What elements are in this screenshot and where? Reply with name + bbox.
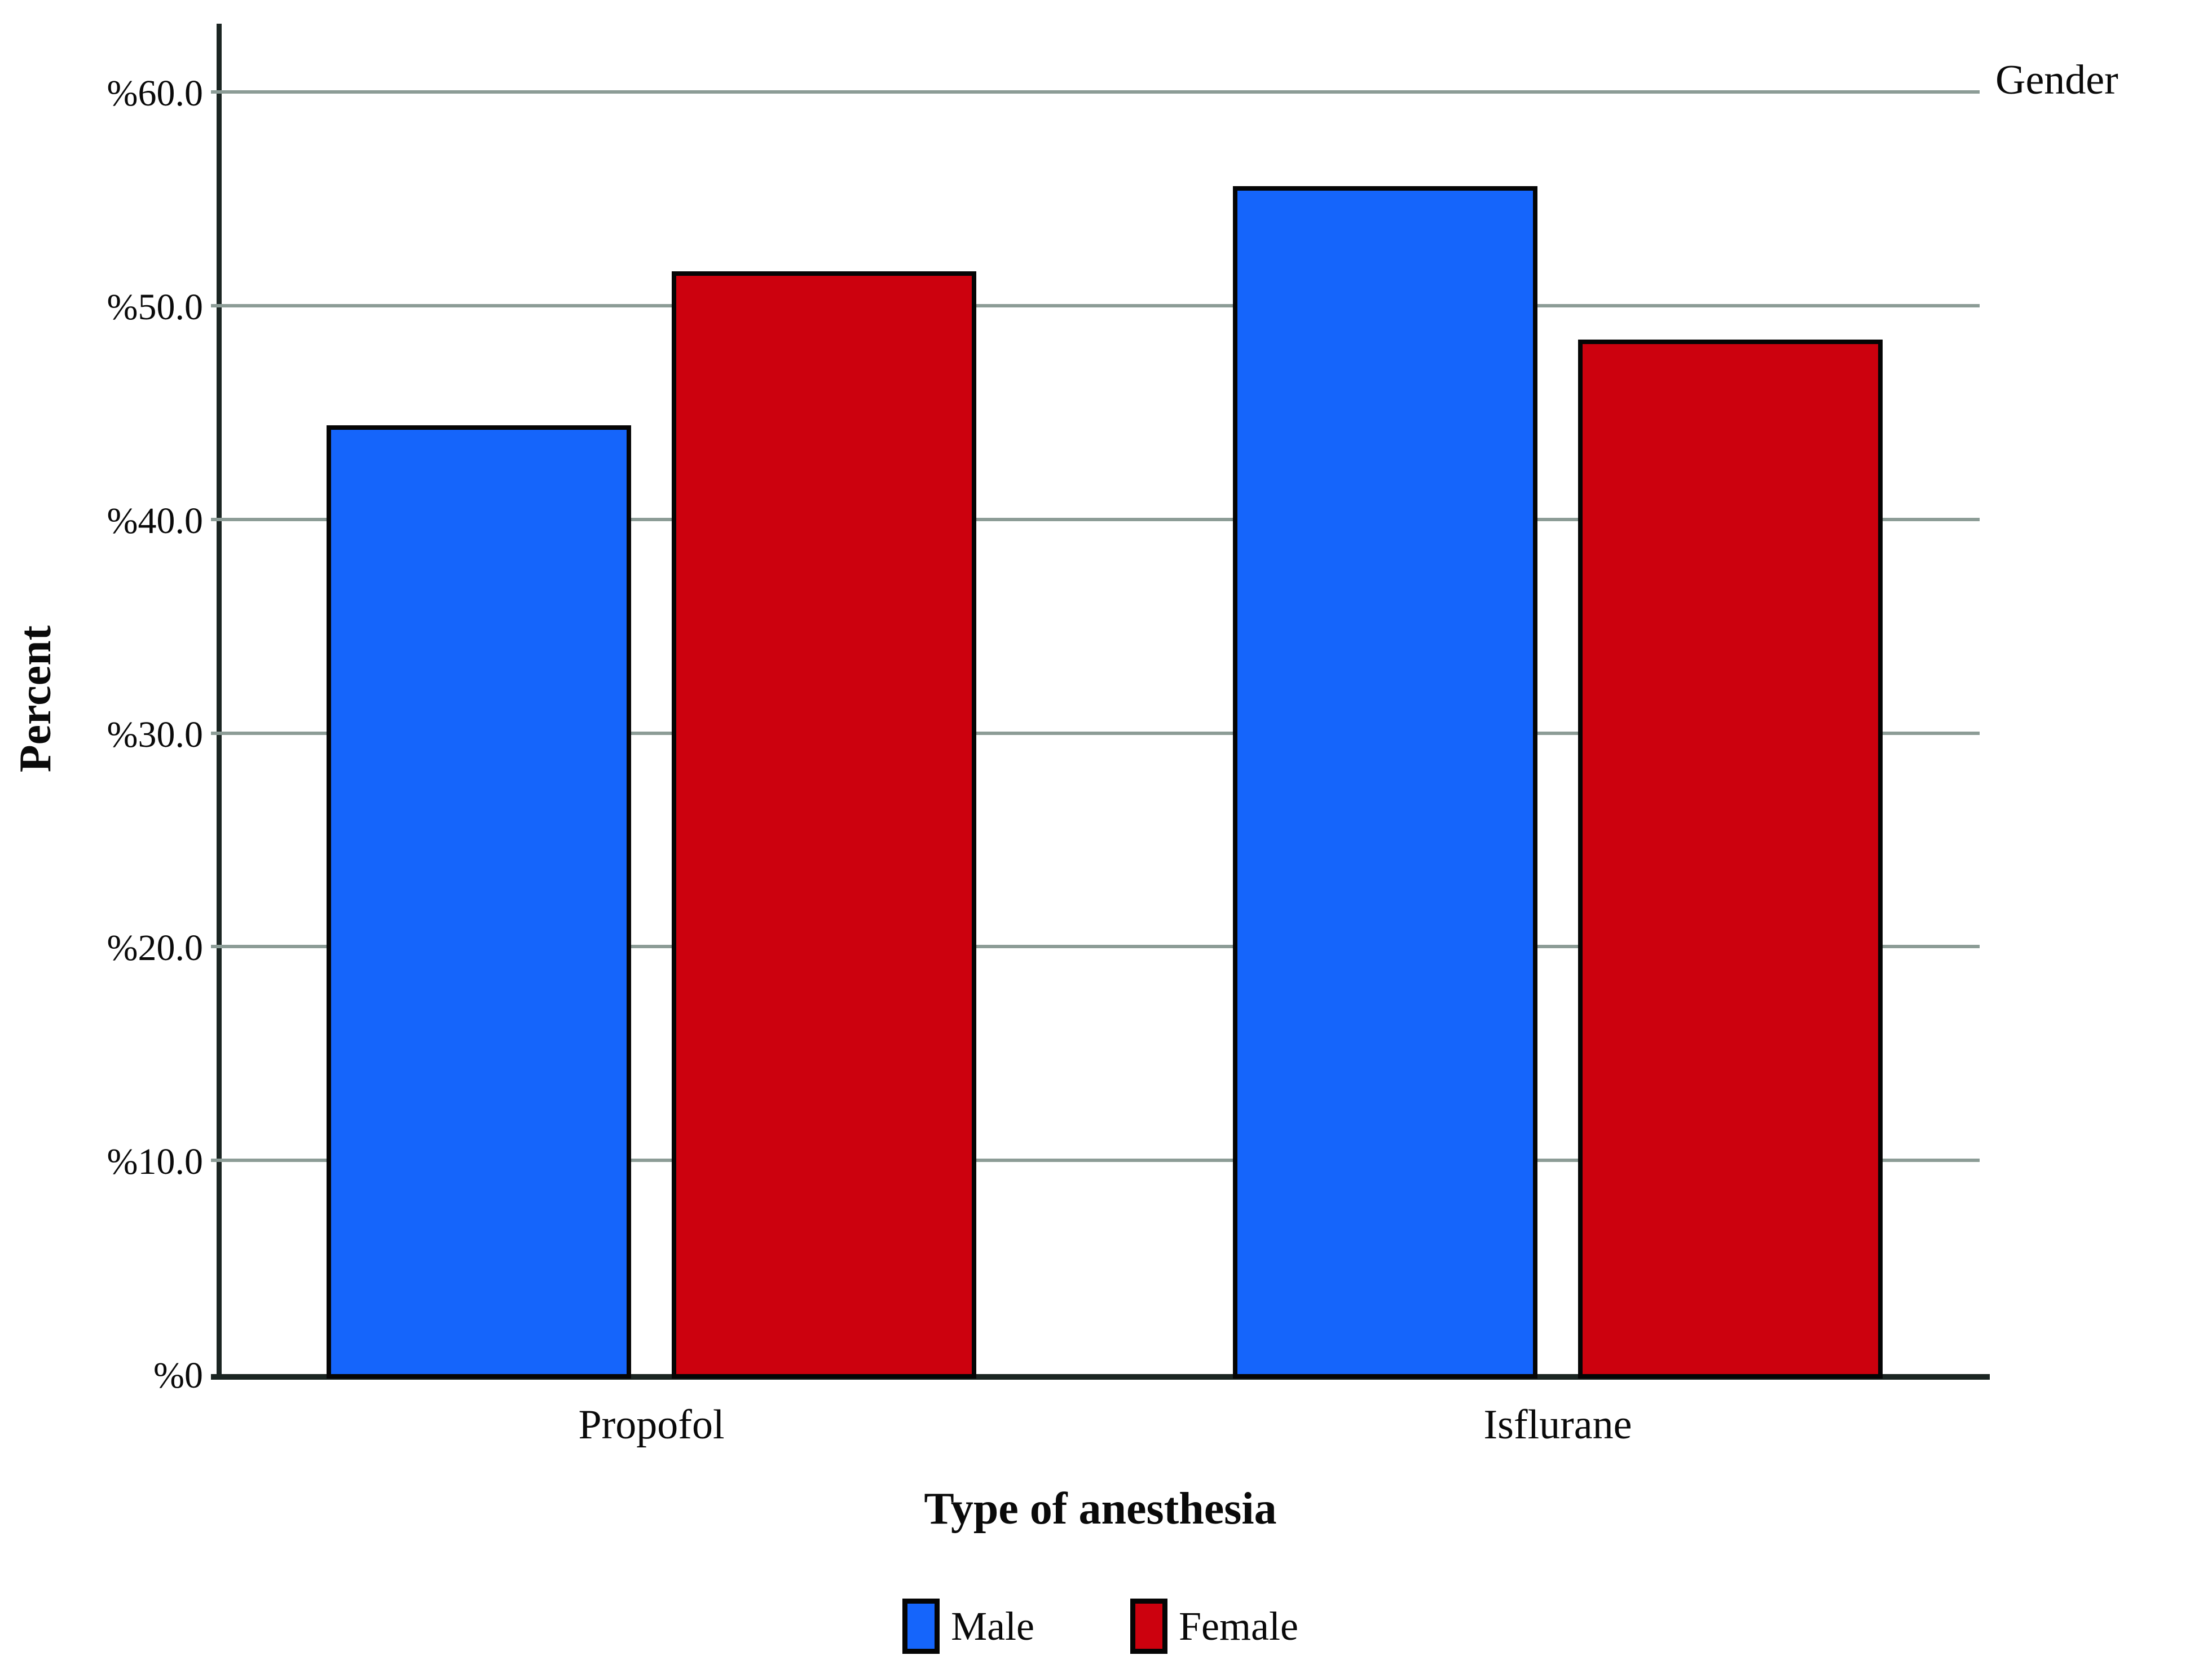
legend-label-male: Male [951,1604,1034,1649]
legend-swatch-female [1130,1599,1167,1654]
legend-title: Gender [1995,57,2118,103]
y-tick-label-20: %20.0 [107,927,203,969]
y-tick-label-50: %50.0 [107,286,203,328]
y-tick-label-10: %10.0 [107,1141,203,1183]
category-label-isflurane: Isflurane [1483,1402,1632,1448]
legend-item-female: Female [1130,1599,1298,1654]
y-axis-line [217,24,222,1380]
gridline-40 [211,517,1980,521]
legend: Male Female [221,1595,1980,1657]
gridline-10 [211,1159,1980,1163]
legend-item-male: Male [902,1599,1034,1654]
y-tick-label-0: %0 [153,1355,203,1396]
y-tick-label-60: %60.0 [107,73,203,115]
gridline-20 [211,945,1980,949]
gridline-30 [211,731,1980,735]
gridline-50 [211,303,1980,307]
gridline-60 [211,90,1980,94]
x-axis-title: Type of anesthesia [924,1484,1277,1534]
bar-isflurane-male [1233,186,1537,1379]
x-axis-line [211,1374,1990,1380]
bar-propofol-female [672,271,976,1379]
y-tick-label-30: %30.0 [107,714,203,755]
legend-label-female: Female [1179,1604,1298,1649]
bar-isflurane-female [1578,340,1883,1379]
bar-propofol-male [327,425,631,1379]
category-label-propofol: Propofol [578,1402,725,1448]
y-tick-label-40: %40.0 [107,500,203,542]
legend-swatch-male [902,1599,940,1654]
y-axis-title: Percent [11,625,60,773]
